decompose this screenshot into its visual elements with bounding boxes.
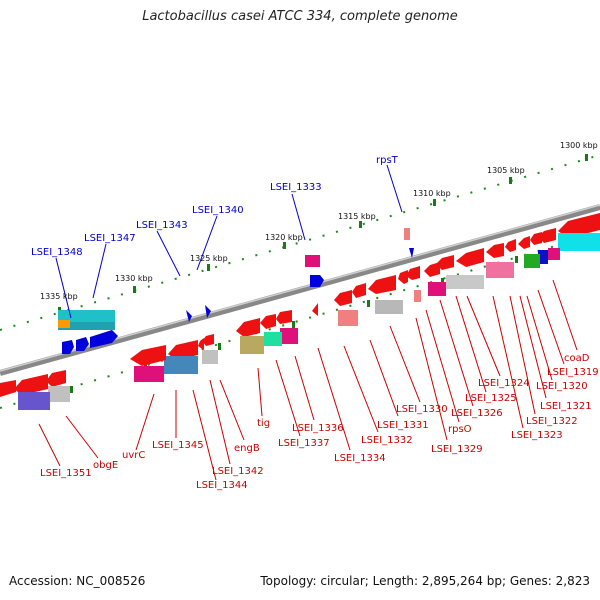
genome-backbone xyxy=(0,204,600,376)
gene-label: engB xyxy=(234,443,260,454)
gene-label: LSEI_1332 xyxy=(361,435,413,446)
gene-label: LSEI_1351 xyxy=(40,468,92,479)
gene-arrow xyxy=(76,337,89,351)
gene-feature xyxy=(524,254,540,268)
gene-feature xyxy=(58,320,70,328)
gene-arrow xyxy=(90,330,118,348)
gene-feature xyxy=(486,262,514,278)
gene-arrow xyxy=(62,340,74,354)
gene-feature xyxy=(428,282,446,296)
gene-label: obgE xyxy=(93,460,118,471)
gene-label: LSEI_1329 xyxy=(431,444,483,455)
tick-label: 1315 kbp xyxy=(338,212,376,221)
tick-label: 1320 kbp xyxy=(265,233,303,242)
tick-labels: 1300 kbp 1305 kbp 1310 kbp 1315 kbp 1320… xyxy=(40,141,598,301)
red-labels: coaD LSEI_1319 LSEI_1320 LSEI_1321 LSEI_… xyxy=(40,353,599,491)
gene-label: LSEI_1336 xyxy=(292,423,344,434)
gene-label: LSEI_1347 xyxy=(84,233,136,244)
reverse-features xyxy=(0,213,600,410)
gene-label: coaD xyxy=(564,353,590,364)
gene-label: LSEI_1345 xyxy=(152,440,204,451)
gene-label: LSEI_1330 xyxy=(396,404,448,415)
topology-text: Topology: circular; Length: 2,895,264 bp… xyxy=(260,574,590,588)
gene-label: rpsO xyxy=(448,424,472,435)
gene-feature xyxy=(305,255,320,267)
gene-label: LSEI_1321 xyxy=(540,401,592,412)
gene-label: LSEI_1334 xyxy=(334,453,386,464)
gene-label: LSEI_1331 xyxy=(377,420,429,431)
gene-label: LSEI_1333 xyxy=(270,182,322,193)
gene-feature xyxy=(375,300,403,314)
gene-feature xyxy=(18,392,50,410)
gene-arrow xyxy=(558,213,600,238)
gene-feature xyxy=(404,228,410,240)
tick-label: 1310 kbp xyxy=(413,189,451,198)
gene-feature xyxy=(134,366,164,382)
gene-feature xyxy=(48,386,70,402)
accession-text: Accession: NC_008526 xyxy=(9,574,146,588)
gene-label: LSEI_1319 xyxy=(547,367,599,378)
gene-label: LSEI_1325 xyxy=(465,393,517,404)
tick-label: 1335 kbp xyxy=(40,292,78,301)
gene-label: uvrC xyxy=(122,450,145,461)
genome-title: Lactobacillus casei ATCC 334, complete g… xyxy=(142,9,458,24)
blue-leader-lines xyxy=(55,164,403,319)
gene-label: LSEI_1348 xyxy=(31,247,83,258)
tick-label: 1305 kbp xyxy=(487,166,525,175)
gene-label: LSEI_1326 xyxy=(451,408,503,419)
gene-feature xyxy=(558,233,600,251)
gene-label: LSEI_1343 xyxy=(136,220,188,231)
gene-feature xyxy=(240,336,264,354)
gene-arrow xyxy=(310,275,324,287)
blue-labels: rpsT LSEI_1333 LSEI_1340 LSEI_1343 LSEI_… xyxy=(31,155,399,258)
gene-feature xyxy=(280,328,298,344)
gene-feature xyxy=(538,250,548,264)
gene-feature xyxy=(58,322,115,330)
gene-label: LSEI_1322 xyxy=(526,416,578,427)
red-leader-lines xyxy=(38,279,578,481)
gene-label: rpsT xyxy=(376,155,399,166)
gene-arrow xyxy=(409,248,414,258)
gene-feature xyxy=(548,248,560,260)
gene-label: LSEI_1320 xyxy=(536,381,588,392)
gene-feature xyxy=(202,350,218,364)
gene-label: LSEI_1340 xyxy=(192,205,244,216)
gene-label: LSEI_1324 xyxy=(478,378,530,389)
gene-feature xyxy=(446,275,484,289)
gene-label: tig xyxy=(257,418,270,429)
gene-feature xyxy=(414,290,421,302)
tick-label: 1300 kbp xyxy=(560,141,598,150)
gene-feature xyxy=(338,310,358,326)
gene-feature xyxy=(58,310,115,322)
forward-features xyxy=(58,228,414,354)
gene-feature xyxy=(264,332,282,346)
gene-label: LSEI_1344 xyxy=(196,480,248,491)
gene-feature xyxy=(164,356,198,374)
gene-label: LSEI_1323 xyxy=(511,430,563,441)
tick-label: 1330 kbp xyxy=(115,274,153,283)
tick-label: 1325 kbp xyxy=(190,254,228,263)
gene-arrow xyxy=(205,305,211,318)
gene-arrow xyxy=(186,310,192,322)
gene-label: LSEI_1337 xyxy=(278,438,330,449)
gene-label: LSEI_1342 xyxy=(212,466,264,477)
